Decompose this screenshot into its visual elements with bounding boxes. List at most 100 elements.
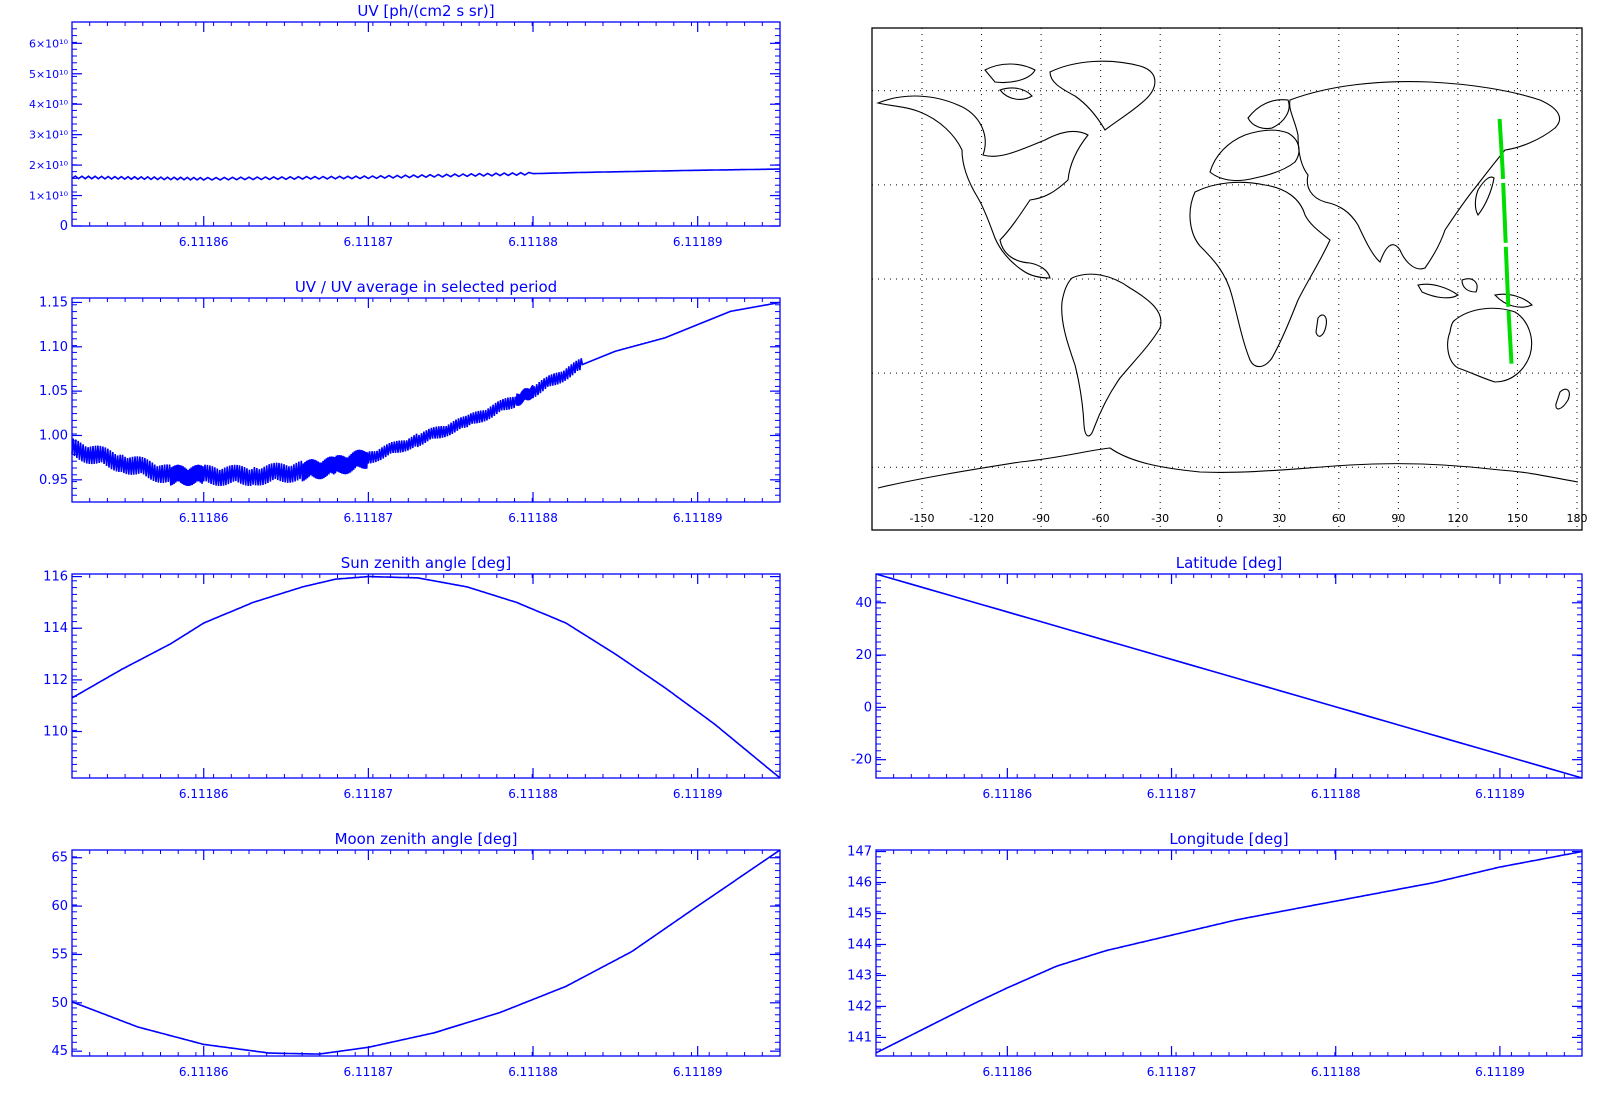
plot-title: UV / UV average in selected period (295, 278, 557, 296)
y-tick-label: 1.05 (39, 384, 68, 399)
x-tick-label: 6.11188 (508, 235, 558, 249)
y-tick-label: 141 (847, 1030, 872, 1045)
minor-ticks (72, 298, 780, 502)
time-series-plots: UV [ph/(cm2 s sr)] 6.11186 6.11187 6.11188 6… (29, 2, 1583, 1079)
plot-frame (71, 21, 781, 227)
x-tick-label: 6.11186 (179, 1065, 229, 1079)
longitude-tick-label: -30 (1151, 512, 1169, 525)
map-longitude-axis: -150 -120 -90 -60 -30 0 30 60 90 120 150 180 (910, 512, 1588, 525)
minor-ticks (876, 850, 1582, 1056)
y-tick-label: 65 (51, 851, 68, 866)
y-tick-label: 1.15 (39, 295, 68, 310)
longitude-tick-label: -90 (1032, 512, 1050, 525)
x-tick-label: 6.11189 (1475, 1065, 1525, 1079)
x-tick-label: 6.11186 (983, 787, 1033, 801)
x-tick-label: 6.11188 (508, 787, 558, 801)
plot-title: Moon zenith angle [deg] (335, 830, 518, 848)
x-tick-label: 6.11189 (673, 235, 723, 249)
y-tick-label: 0 (60, 219, 68, 234)
series-line (71, 301, 781, 487)
minor-ticks (72, 850, 780, 1056)
minor-ticks (72, 22, 780, 226)
y-tick-label: -20 (851, 753, 872, 768)
x-tick-label: 6.11188 (1311, 1065, 1361, 1079)
x-tick-label: 6.11189 (1475, 787, 1525, 801)
longitude-tick-label: -60 (1092, 512, 1110, 525)
y-tick-label: 114 (43, 621, 68, 636)
y-tick-label: 50 (51, 996, 68, 1011)
plot-title: Longitude [deg] (1169, 830, 1288, 848)
longitude-tick-label: 180 (1567, 512, 1588, 525)
minor-ticks (876, 574, 1582, 778)
longitude-tick-label: 0 (1216, 512, 1223, 525)
y-tick-label: 147 (847, 845, 872, 860)
y-tick-label: 0 (864, 700, 872, 715)
y-tick-label: 143 (847, 968, 872, 983)
y-tick-label: 4×10¹⁰ (29, 98, 69, 111)
x-tick-label: 6.11189 (673, 511, 723, 525)
y-tick-label: 1×10¹⁰ (29, 190, 69, 203)
y-tick-label: 45 (51, 1044, 68, 1059)
moon-zenith-plot: Moon zenith angle [deg] 6.11186 6.11187 6.1… (51, 830, 781, 1079)
longitude-tick-label: 120 (1447, 512, 1468, 525)
x-tick-label: 6.11187 (344, 511, 394, 525)
map-graticule (872, 28, 1582, 530)
y-tick-label: 60 (51, 899, 68, 914)
sun-zenith-plot: Sun zenith angle [deg] 6.11186 6.11187 6.11… (43, 554, 781, 801)
coastlines (876, 60, 1579, 489)
x-tick-label: 6.11186 (983, 1065, 1033, 1079)
y-tick-label: 116 (43, 570, 68, 585)
x-tick-label: 6.11186 (179, 511, 229, 525)
plot-title: Latitude [deg] (1176, 554, 1282, 572)
y-tick-label: 20 (855, 648, 872, 663)
longitude-tick-label: 150 (1507, 512, 1528, 525)
x-tick-label: 6.11189 (673, 787, 723, 801)
y-tick-label: 112 (43, 673, 68, 688)
x-tick-label: 6.11186 (179, 787, 229, 801)
x-tick-label: 6.11187 (1147, 1065, 1197, 1079)
plot-title: Sun zenith angle [deg] (341, 554, 512, 572)
x-tick-label: 6.11188 (508, 1065, 558, 1079)
latitude-plot: Latitude [deg] 6.11186 6.11187 6.11188 6.111… (851, 554, 1583, 801)
y-tick-label: 3×10¹⁰ (29, 129, 69, 142)
series-line (71, 575, 781, 779)
y-tick-label: 1.00 (39, 428, 68, 443)
series-line (71, 168, 780, 181)
plot-frame (71, 573, 781, 779)
x-tick-label: 6.11187 (344, 235, 394, 249)
minor-ticks (72, 574, 780, 778)
world-map-panel: -150 -120 -90 -60 -30 0 30 60 90 120 150 180 (871, 27, 1588, 531)
x-tick-label: 6.11187 (1147, 787, 1197, 801)
longitude-tick-label: 30 (1272, 512, 1286, 525)
plot-frame (71, 849, 781, 1057)
x-tick-label: 6.11187 (344, 787, 394, 801)
y-tick-label: 0.95 (39, 473, 68, 488)
satellite-ground-track (1497, 118, 1514, 364)
x-tick-label: 6.11187 (344, 1065, 394, 1079)
x-tick-label: 6.11188 (1311, 787, 1361, 801)
series-line (875, 573, 1583, 779)
y-tick-label: 2×10¹⁰ (29, 159, 69, 172)
plot-title: UV [ph/(cm2 s sr)] (357, 2, 494, 20)
y-tick-label: 146 (847, 876, 872, 891)
series-line (71, 849, 781, 1055)
plot-frame (875, 849, 1583, 1057)
longitude-tick-label: 90 (1391, 512, 1405, 525)
y-tick-label: 55 (51, 947, 68, 962)
ground-track-line (1497, 118, 1514, 364)
y-tick-label: 110 (43, 725, 68, 740)
y-tick-label: 40 (855, 596, 872, 611)
y-tick-label: 144 (847, 937, 872, 952)
x-tick-label: 6.11186 (179, 235, 229, 249)
longitude-plot: Longitude [deg] 6.11186 6.11187 6.11188 6.11… (847, 830, 1583, 1079)
y-tick-label: 142 (847, 999, 872, 1014)
uv-plot: UV [ph/(cm2 s sr)] 6.11186 6.11187 6.11188 6… (29, 2, 781, 249)
uv-ratio-plot: UV / UV average in selected period 6.1118… (39, 278, 781, 525)
x-tick-label: 6.11188 (508, 511, 558, 525)
longitude-tick-label: 60 (1332, 512, 1346, 525)
longitude-tick-label: -150 (910, 512, 935, 525)
x-tick-label: 6.11189 (673, 1065, 723, 1079)
longitude-tick-label: -120 (969, 512, 994, 525)
y-tick-label: 5×10¹⁰ (29, 68, 69, 81)
